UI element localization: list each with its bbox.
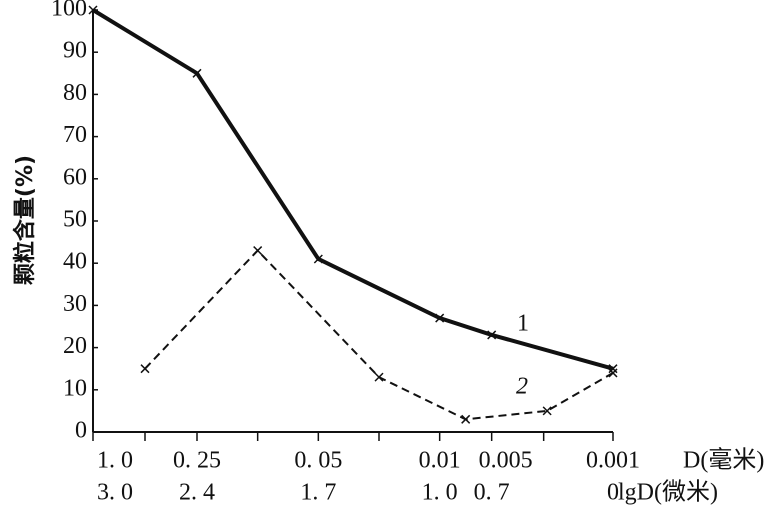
point-marker [88,5,98,15]
y-tick-label: 20 [63,333,87,359]
series-label: 2 [516,374,528,400]
y-axis-label: 颗粒含量(%) [12,155,38,285]
x-tick-label: 0. 7 [474,480,510,506]
y-tick-label: 80 [63,80,87,106]
point-marker [253,246,263,256]
point-marker [374,372,384,382]
y-tick-label: 0 [75,418,87,444]
d-label: 1. 0 [97,448,133,474]
y-tick-label: 40 [63,249,87,275]
series-label: 1 [517,311,529,337]
x-tick-label: 1. 7 [300,480,336,506]
x-axis-label-top: D(毫米) [683,447,764,474]
series-line [144,249,614,421]
point-marker [140,364,150,374]
x-tick-label: 1. 0 [422,480,458,506]
y-tick-label: 30 [63,291,87,317]
x-tick-label: 0 [607,480,619,506]
point-marker [313,254,323,264]
y-tick-label: 60 [63,164,87,190]
point-marker [487,330,497,340]
point-marker [461,414,471,424]
d-label: 0.001 [586,448,640,474]
d-label: 0.005 [479,448,533,474]
point-marker [435,313,445,323]
series-line [91,8,614,371]
point-marker [608,368,618,378]
point-marker [608,364,618,374]
y-tick-label: 100 [51,0,87,22]
x-tick-label: 2. 4 [179,480,215,506]
point-marker [192,68,202,78]
point-marker [542,406,552,416]
y-tick-label: 50 [63,207,87,233]
y-tick-label: 10 [63,375,87,401]
x-tick-label: 3. 0 [97,480,133,506]
x-axis-label-bottom: lgD(微米) [618,479,718,506]
d-label: 0. 25 [173,448,221,474]
y-tick-label: 70 [63,122,87,148]
y-tick-label: 90 [63,38,87,64]
d-label: 0.01 [419,448,461,474]
d-label: 0. 05 [294,448,342,474]
